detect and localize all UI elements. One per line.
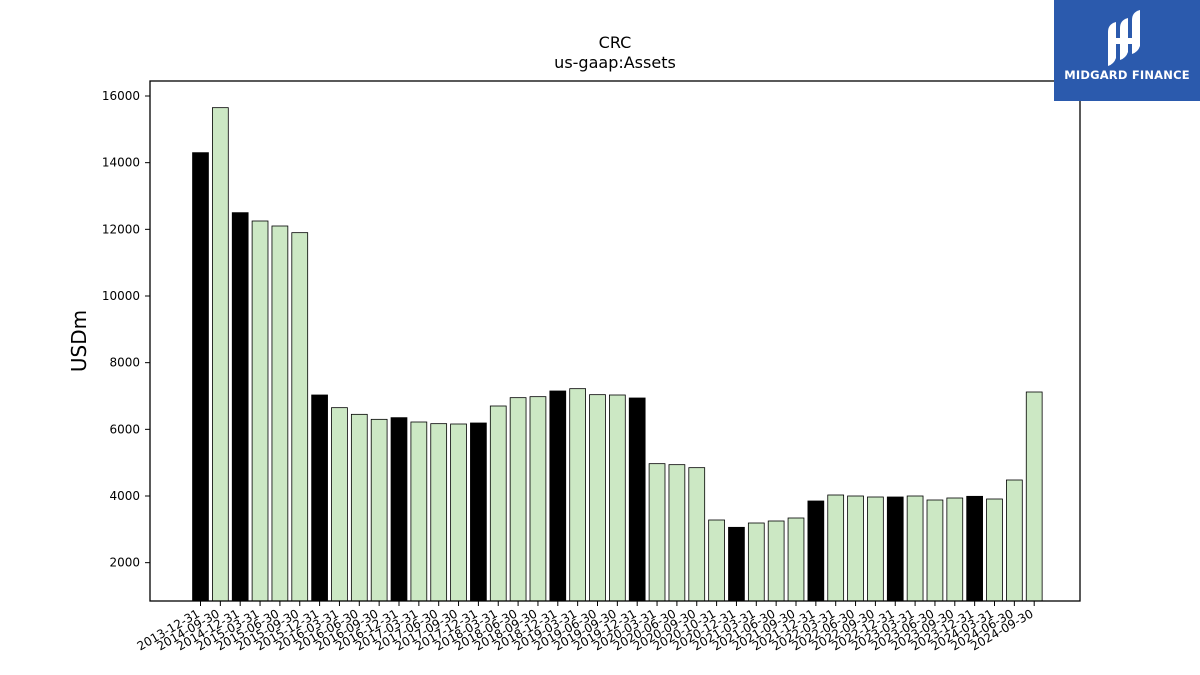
- bar-2019-06-30: [589, 394, 606, 602]
- bar-2016-12-31: [390, 417, 408, 602]
- bar-2018-06-30: [509, 397, 527, 602]
- bar-2021-03-31: [747, 522, 765, 602]
- y-tick-label: 10000: [102, 289, 140, 303]
- bar-2020-10-31: [708, 519, 725, 602]
- bar-2024-03-31: [986, 498, 1003, 602]
- chart-title: CRC: [599, 33, 632, 52]
- y-tick-label: 4000: [109, 489, 140, 503]
- bar-2022-06-30: [847, 495, 864, 602]
- bar-2015-09-30: [291, 232, 309, 602]
- x-ticks-group: 2013-12-312014-09-302014-12-312015-03-31…: [135, 601, 1036, 653]
- y-axis-label: USDm: [67, 310, 91, 372]
- bar-2018-03-31: [489, 405, 507, 602]
- bar-2017-06-30: [430, 423, 448, 602]
- bar-2019-03-31: [569, 388, 586, 602]
- bar-2014-12-31: [231, 212, 249, 602]
- y-tick-label: 8000: [109, 356, 140, 370]
- plot-frame: [149, 80, 1081, 602]
- bar-2023-06-30: [926, 499, 944, 602]
- bar-2016-09-30: [370, 418, 388, 602]
- bar-2017-12-31: [470, 422, 487, 602]
- logo-text: MIDGARD FINANCE: [1064, 68, 1190, 82]
- bar-2021-09-30: [787, 517, 805, 602]
- bar-2020-06-30: [668, 464, 686, 602]
- midgard-logo-icon: [1108, 10, 1140, 66]
- bar-2024-06-30: [1006, 479, 1023, 602]
- y-tick-label: 14000: [102, 156, 140, 170]
- bar-2021-12-31: [807, 500, 825, 602]
- bar-2019-12-31: [628, 397, 646, 602]
- y-tick-label: 6000: [109, 422, 140, 436]
- bar-2013-12-31: [192, 152, 209, 602]
- y-tick-label: 2000: [109, 556, 140, 570]
- bar-2022-03-31: [827, 494, 845, 602]
- bar-2014-09-30: [212, 107, 229, 602]
- bar-2020-09-30: [688, 467, 706, 602]
- y-tick-label: 16000: [102, 89, 140, 103]
- bar-2018-12-31: [549, 390, 567, 602]
- bar-2018-09-30: [529, 396, 547, 602]
- brand-logo: MIDGARD FINANCE: [1054, 0, 1200, 101]
- bar-2019-09-30: [609, 394, 626, 602]
- bar-2023-09-30: [946, 497, 964, 602]
- bar-2022-12-31: [886, 496, 904, 602]
- y-tick-label: 12000: [102, 222, 140, 236]
- chart-subtitle: us-gaap:Assets: [554, 53, 676, 72]
- bar-2016-06-30: [350, 413, 368, 602]
- bar-2015-12-31: [311, 394, 328, 602]
- bar-2023-03-31: [906, 495, 924, 602]
- bar-2015-06-30: [271, 225, 289, 602]
- y-ticks-group: 2000 4000 6000 8000 10000 12000 14000 16000: [102, 89, 150, 570]
- bar-2022-09-30: [867, 496, 884, 602]
- bar-2017-03-31: [410, 421, 428, 602]
- bar-2023-12-31: [966, 495, 983, 602]
- bar-2017-09-30: [450, 423, 467, 602]
- bar-2024-09-30: [1025, 391, 1043, 602]
- bar-2020-12-31: [728, 526, 745, 602]
- bar-2015-03-31: [251, 220, 269, 602]
- bar-2021-06-30: [767, 520, 785, 602]
- bars-group: [192, 107, 1043, 602]
- bar-2016-03-31: [331, 407, 348, 602]
- bar-2020-03-31: [648, 463, 666, 602]
